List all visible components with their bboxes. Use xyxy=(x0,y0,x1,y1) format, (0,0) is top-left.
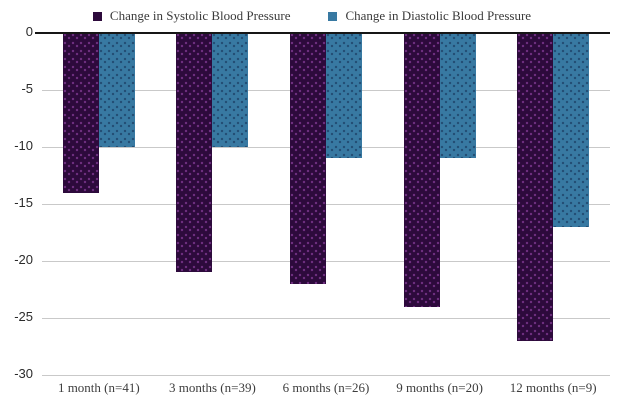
y-tick-label-0: 0 xyxy=(25,24,33,39)
legend-label-systolic: Change in Systolic Blood Pressure xyxy=(109,8,291,23)
bar-systolic-4 xyxy=(403,33,440,307)
systolic-swatch-icon xyxy=(92,11,102,21)
bar-systolic-3 xyxy=(289,33,326,284)
legend: Change in Systolic Blood Pressure Change… xyxy=(0,8,624,24)
x-axis-labels: 1 month (n=41) 3 months (n=39) 6 months (n… xyxy=(42,380,610,396)
y-tick-label--15: -15 xyxy=(14,195,33,210)
bar-systolic-1 xyxy=(62,33,99,193)
gridline--30 xyxy=(42,375,610,376)
bar-diastolic-3 xyxy=(325,33,362,159)
x-category-label-4: 9 months (n=20) xyxy=(396,380,483,395)
bar-diastolic-1 xyxy=(98,33,135,147)
y-tick-label--20: -20 xyxy=(14,252,33,267)
gridline--25 xyxy=(42,318,610,319)
bar-group-2 xyxy=(156,33,270,375)
x-category-label-3: 6 months (n=26) xyxy=(282,380,370,395)
bar-diastolic-2 xyxy=(212,33,249,147)
x-category-label-1: 1 month (n=41) xyxy=(57,380,140,395)
legend-item-diastolic: Change in Diastolic Blood Pressure xyxy=(328,8,531,24)
bar-group-5 xyxy=(496,33,610,375)
y-tick-label--30: -30 xyxy=(14,366,33,381)
plot-area xyxy=(35,32,610,376)
bar-groups xyxy=(42,33,610,375)
bar-systolic-5 xyxy=(517,33,554,341)
gridline--20 xyxy=(42,261,610,262)
y-tick-label--10: -10 xyxy=(14,138,33,153)
x-axis-zero-line xyxy=(35,32,610,34)
y-tick-label--25: -25 xyxy=(14,309,33,324)
legend-label-diastolic: Change in Diastolic Blood Pressure xyxy=(345,8,532,23)
bar-systolic-2 xyxy=(176,33,213,273)
diastolic-swatch-icon xyxy=(328,11,338,21)
x-category-label-5: 12 months (n=9) xyxy=(509,380,597,395)
bar-diastolic-5 xyxy=(553,33,590,227)
x-category-label-2: 3 months (n=39) xyxy=(169,380,256,395)
legend-item-systolic: Change in Systolic Blood Pressure xyxy=(92,8,291,24)
bar-group-4 xyxy=(383,33,497,375)
gridline--15 xyxy=(42,204,610,205)
bar-group-1 xyxy=(42,33,156,375)
y-tick-label--5: -5 xyxy=(21,81,33,96)
y-axis-labels: 0 -5 -10 -15 -20 -25 -30 xyxy=(0,24,37,381)
bar-diastolic-4 xyxy=(439,33,476,159)
bar-group-3 xyxy=(269,33,383,375)
